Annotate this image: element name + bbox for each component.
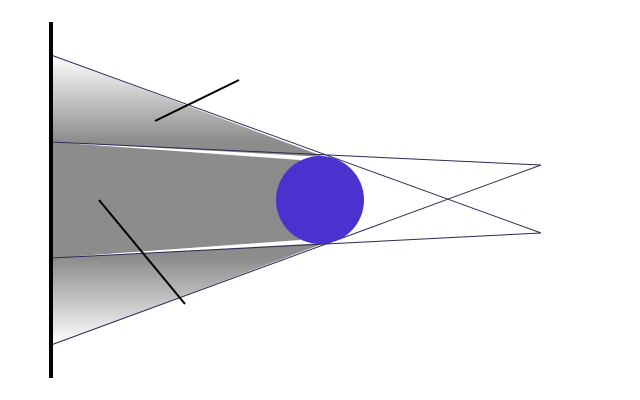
soft-shadow-pointer (154, 79, 240, 122)
ray-bottom-light-to-wall-bottom (50, 164, 542, 346)
occluder-sphere (276, 156, 364, 244)
ray-top-light-to-wall-umbra-top (50, 141, 542, 166)
ray-bottom-light-to-wall-umbra-bottom (50, 232, 542, 259)
light-rays (50, 54, 542, 346)
full-shadow-region (51, 142, 300, 258)
ray-top-light-to-wall-top (50, 54, 542, 234)
full-shadow-pointer (98, 199, 186, 305)
